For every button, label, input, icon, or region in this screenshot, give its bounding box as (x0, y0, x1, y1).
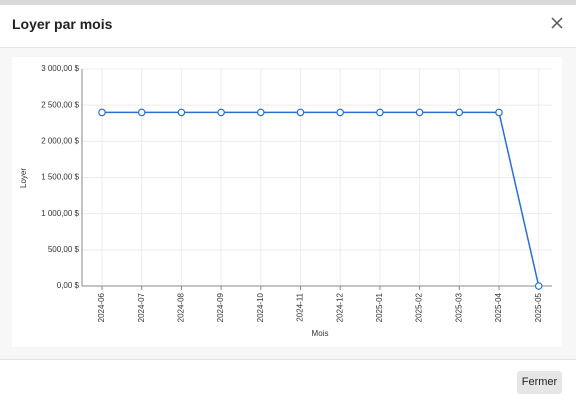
y-tick-label: 1 500,00 $ (41, 173, 79, 182)
x-tick-label: 2025-03 (454, 292, 463, 322)
marker (415, 108, 424, 117)
modal-title: Loyer par mois (12, 16, 113, 32)
x-tick-label: 2025-05 (534, 292, 543, 322)
x-tick-label: 2024-06 (97, 292, 106, 322)
x-tick-label: 2025-02 (415, 292, 424, 322)
y-tick-label: 3 000,00 $ (41, 64, 79, 73)
x-tick-label: 2024-09 (216, 292, 225, 322)
close-button[interactable]: Fermer (517, 371, 562, 394)
close-icon[interactable] (548, 14, 566, 32)
marker (336, 108, 345, 117)
divider (0, 359, 576, 360)
x-tick-label: 2024-12 (335, 292, 344, 322)
y-tick-label: 500,00 $ (48, 245, 80, 254)
marker (257, 108, 265, 117)
chart: 0,00 $ 500,00 $ 1 000,00 $ 1 500,00 $ 2 000,… (12, 57, 562, 347)
x-tick-label: 2024-08 (177, 292, 186, 322)
y-tick-label: 2 500,00 $ (41, 100, 79, 109)
y-tick-label: 2 000,00 $ (41, 136, 79, 145)
marker (98, 108, 106, 117)
line (102, 111, 540, 287)
marker (376, 108, 384, 117)
y-tick-label: 0,00 $ (57, 281, 80, 290)
marker (495, 108, 503, 117)
marker (137, 108, 146, 117)
chart-bg (12, 57, 562, 347)
backdrop (0, 0, 576, 5)
x-tick-label: 2025-04 (494, 292, 503, 322)
x-tick-label: 2024-11 (296, 292, 305, 321)
x-tick-label: 2024-10 (256, 292, 265, 322)
marker (534, 282, 543, 290)
marker (455, 108, 464, 117)
y-axis-label: Loyer (19, 168, 28, 188)
x-tick-label: 2024-07 (137, 292, 146, 322)
x-axis-label: Mois (312, 329, 329, 338)
x-tick-label: 2025-01 (375, 292, 384, 322)
divider (0, 47, 576, 48)
marker (177, 108, 186, 117)
marker (296, 108, 305, 117)
marker (217, 108, 225, 117)
y-tick-label: 1 000,00 $ (41, 209, 79, 218)
